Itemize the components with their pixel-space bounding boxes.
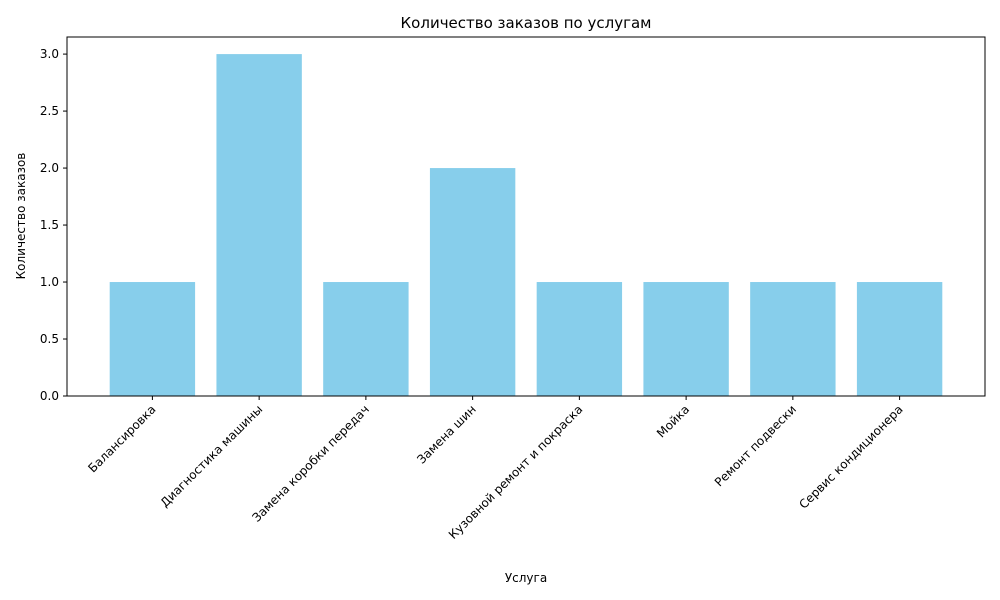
bar-7 [750,282,836,396]
y-tick-label: 2.0 [40,161,59,175]
bar-2 [216,54,302,396]
bar-8 [856,282,943,396]
y-tick-label: 0.5 [40,332,59,346]
x-tick-label: Ремонт подвески [712,402,799,489]
bar-3 [323,282,409,396]
bar-4 [429,168,516,396]
bar-6 [643,282,729,396]
x-tick-label: Балансировка [85,402,158,475]
y-tick-label: 0.0 [40,389,59,403]
y-axis-ticks: 0.0 0.5 1.0 1.5 2.0 2.5 3.0 [40,47,67,403]
y-axis-label: Количество заказов [14,153,28,280]
y-tick-label: 1.0 [40,275,59,289]
x-tick-label: Диагностика машины [158,402,266,510]
y-tick-label: 1.5 [40,218,59,232]
y-tick-label: 2.5 [40,104,59,118]
bars-group [109,54,943,396]
bar-5 [536,282,623,396]
y-tick-label: 3.0 [40,47,59,61]
x-axis-label: Услуга [505,571,547,585]
x-tick-label: Сервис кондиционера [796,402,905,511]
x-tick-label: Замена шин [414,402,478,466]
x-tick-label: Мойка [654,402,692,440]
bar-1 [109,282,196,396]
plot-frame [66,36,986,397]
x-tick-label: Замена коробки передач [249,402,372,525]
chart-title: Количество заказов по услугам [401,14,652,32]
